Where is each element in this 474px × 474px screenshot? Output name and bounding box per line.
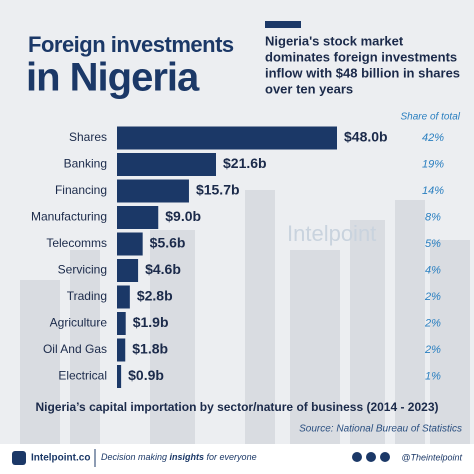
subtitle: Nigeria’s capital importation by sector/…	[35, 400, 438, 414]
social-icons	[352, 452, 390, 462]
bar	[117, 259, 139, 282]
watermark: Intelpoint	[287, 221, 376, 246]
bar	[117, 153, 216, 176]
accent-bar	[265, 21, 301, 28]
share-label: 14%	[422, 185, 444, 197]
share-label: 5%	[425, 238, 441, 250]
category-label: Financing	[55, 183, 107, 197]
share-label: 42%	[422, 132, 444, 144]
tagline-part: Decision making	[101, 452, 170, 462]
category-label: Manufacturing	[31, 210, 107, 224]
share-label: 8%	[425, 211, 441, 223]
tagline-part: for everyone	[204, 452, 257, 462]
title: Foreign investments	[28, 32, 234, 57]
category-label: Banking	[64, 157, 107, 171]
share-label: 2%	[424, 317, 441, 329]
category-label: Electrical	[58, 369, 107, 383]
category-label: Oil And Gas	[43, 342, 107, 356]
category-label: Telecomms	[46, 236, 107, 250]
value-label: $48.0b	[344, 129, 388, 145]
headline: over ten years	[265, 81, 353, 96]
brand: Intelpoint.co	[31, 453, 90, 464]
share-label: 2%	[424, 344, 441, 356]
tagline-part: insights	[170, 452, 205, 462]
value-label: $9.0b	[165, 208, 201, 224]
headline: dominates foreign investments	[265, 49, 457, 64]
value-label: $1.9b	[133, 314, 169, 330]
headline: Nigeria's stock market	[265, 33, 404, 48]
bar	[117, 338, 126, 362]
value-label: $21.6b	[223, 155, 267, 171]
footer	[0, 444, 474, 474]
category-label: Agriculture	[50, 316, 108, 330]
tagline: Decision making insights for everyone	[101, 452, 257, 462]
category-label: Shares	[69, 130, 107, 144]
headline: inflow with $48 billion in shares	[265, 65, 460, 80]
share-label: 1%	[425, 370, 441, 382]
category-label: Trading	[67, 289, 107, 303]
bar	[117, 126, 337, 150]
value-label: $1.8b	[132, 341, 168, 357]
bar	[117, 179, 189, 203]
value-label: $5.6b	[150, 235, 186, 251]
logo	[12, 451, 26, 465]
share-label: 19%	[422, 158, 444, 170]
value-label: $4.6b	[145, 261, 181, 277]
share-label: 2%	[424, 291, 441, 303]
skyline	[20, 190, 470, 445]
bar	[117, 365, 122, 388]
category-label: Servicing	[58, 263, 107, 277]
handle: @Theintelpoint	[401, 452, 462, 462]
value-label: $0.9b	[128, 367, 164, 383]
share-label: 4%	[425, 264, 441, 276]
source: Source: National Bureau of Statistics	[299, 424, 462, 435]
bar	[117, 312, 126, 335]
value-label: $2.8b	[137, 288, 173, 304]
value-label: $15.7b	[196, 182, 240, 198]
bar	[117, 232, 143, 256]
share-header: Share of total	[401, 112, 461, 123]
title: in Nigeria	[26, 56, 200, 100]
bar	[117, 206, 159, 229]
bar	[117, 285, 130, 309]
